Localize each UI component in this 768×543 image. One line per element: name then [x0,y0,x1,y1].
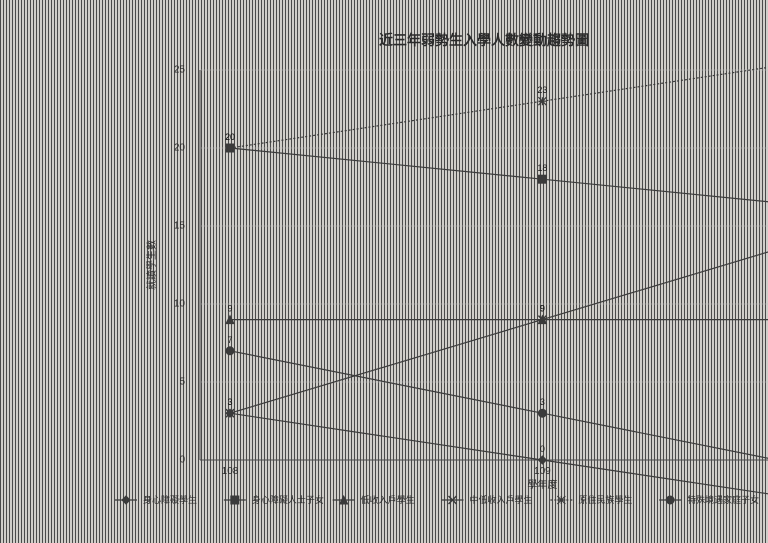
svg-text:20: 20 [225,132,235,142]
svg-text:20: 20 [174,143,186,154]
svg-text:108: 108 [222,466,239,477]
svg-text:就讀學生數: 就讀學生數 [145,240,158,290]
svg-text:23: 23 [537,85,547,95]
chart-svg: 0 5 10 15 20 25 108 109學年度 就讀學生數 近三年弱勢生入學人數變動趨勢圖 3… [0,0,768,543]
svg-text:10: 10 [174,299,186,310]
svg-text:身心障礙學生: 身心障礙學生 [143,494,197,505]
svg-text:3: 3 [540,397,545,407]
svg-text:特殊境遇家庭子女: 特殊境遇家庭子女 [687,494,759,505]
line-chart: 0 5 10 15 20 25 108 109學年度 就讀學生數 近三年弱勢生入學人數變動趨勢圖 3… [0,0,768,543]
svg-text:25: 25 [174,65,186,76]
svg-text:身心障礙人士子女: 身心障礙人士子女 [252,494,324,505]
svg-text:學年度: 學年度 [527,478,557,491]
svg-text:中低收入戶學生: 中低收入戶學生 [470,494,533,505]
svg-text:5: 5 [179,377,185,388]
svg-text:0: 0 [540,444,545,454]
svg-text:低收入戶學生: 低收入戶學生 [361,494,415,505]
svg-text:近三年弱勢生入學人數變動趨勢圖: 近三年弱勢生入學人數變動趨勢圖 [379,32,589,48]
svg-text:18: 18 [537,163,547,173]
svg-text:0: 0 [179,455,185,466]
svg-text:9: 9 [227,304,232,314]
svg-text:3: 3 [227,397,232,407]
svg-text:9: 9 [540,304,545,314]
svg-text:15: 15 [174,221,186,232]
svg-text:7: 7 [227,335,232,345]
svg-text:原住民族學生: 原住民族學生 [578,494,632,505]
svg-text:109: 109 [534,466,551,477]
